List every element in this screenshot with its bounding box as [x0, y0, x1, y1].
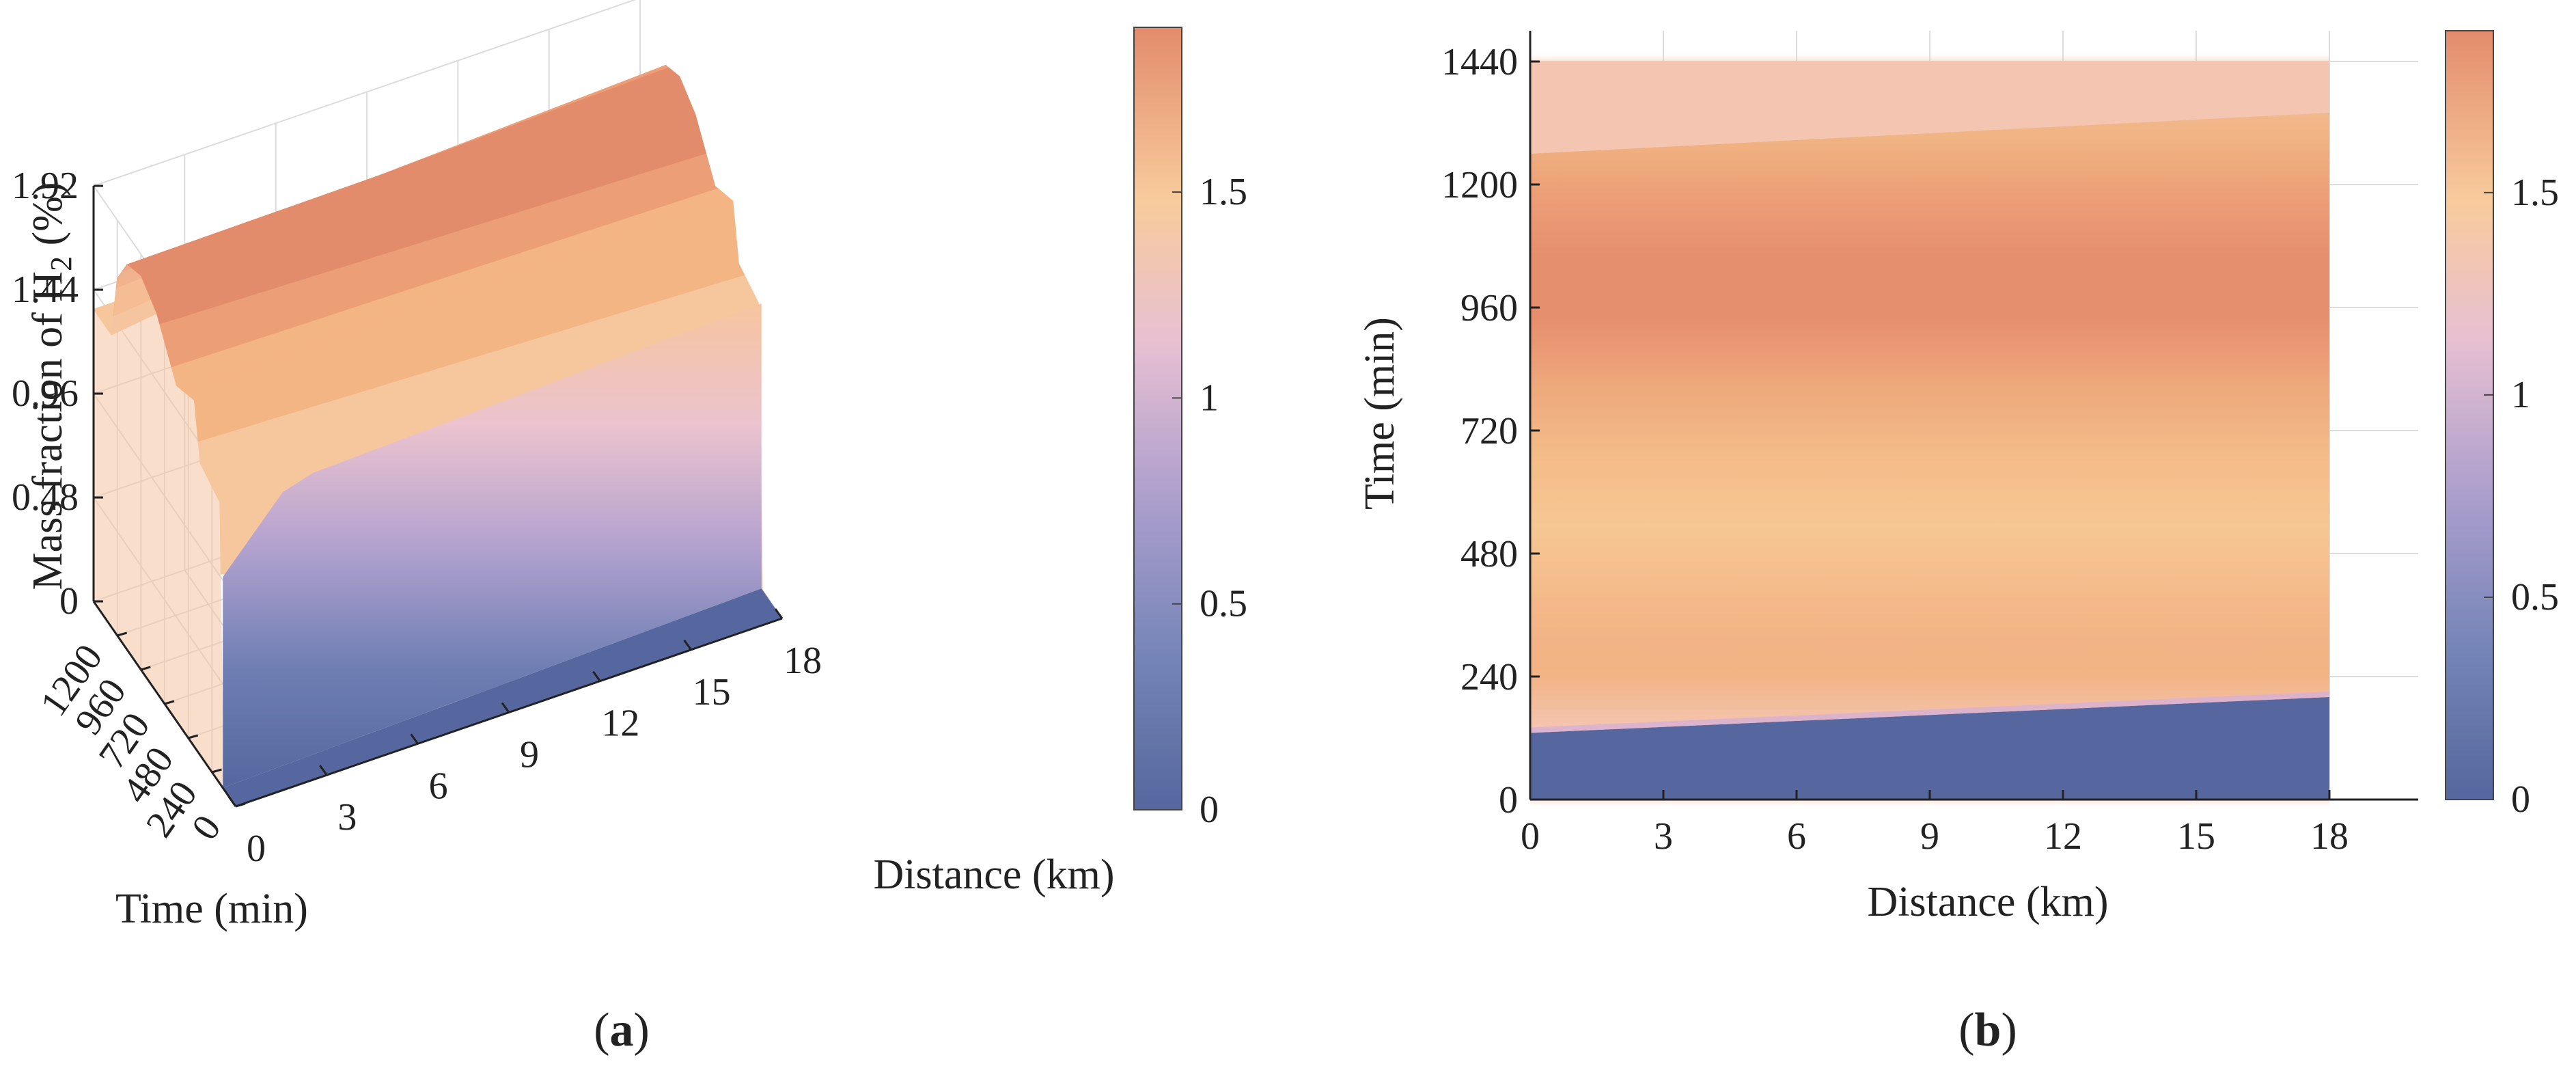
z-tick-label: 0.48 [12, 476, 79, 519]
time-tick [164, 700, 175, 705]
time-tick [117, 631, 128, 637]
surface-colorbar-gradient [1133, 27, 1182, 810]
distance-tick [319, 765, 328, 776]
time-tick [235, 802, 246, 808]
heatmap-colorbar: 0 0.5 1 1.5 [2445, 30, 2559, 821]
distance-tick-label: 12 [601, 703, 639, 745]
surface-x-axis-label: Distance (km) [874, 851, 1115, 898]
z-tick-label: 0 [59, 580, 79, 623]
distance-tick-label: 3 [337, 796, 357, 839]
distance-tick [227, 796, 237, 807]
colorbar-tick-label: 0 [1200, 789, 1219, 831]
z-label-subscript: 2 [44, 256, 78, 271]
distance-tick [774, 608, 784, 619]
distance-tick-label: 15 [693, 671, 731, 713]
heatmap-field [1530, 62, 2329, 800]
surface-colorbar: 0 0.5 1 1.5 [1133, 27, 1247, 831]
heatmap-x-tick-label: 15 [2177, 815, 2215, 858]
surface-x-tick-labels: 0 3 6 9 12 15 18 [227, 608, 822, 870]
heatmap-y-tick-label: 960 [1460, 287, 1518, 329]
surface-colorbar-ticks: 0 0.5 1 1.5 [1172, 171, 1247, 831]
z-label-tail: (%) [25, 182, 71, 256]
heatmap-x-tick-label: 0 [1521, 815, 1540, 858]
heatmap-panel: 0 3 6 9 12 15 18 0 240 480 720 960 1200 1440 Distanc… [1357, 30, 2559, 1056]
h2-surface [93, 64, 782, 806]
panel-a-label: (a) [594, 1004, 650, 1056]
heatmap-x-tick-label: 9 [1920, 815, 1939, 858]
surface-front-curtain [223, 303, 762, 788]
z-tick-label: 0.96 [12, 372, 79, 415]
surface-z-axis-label: Mass fraction of H2 (%) [25, 182, 78, 590]
z-label-main: Mass fraction of H [25, 271, 71, 590]
distance-tick [683, 639, 692, 651]
heatmap-x-tick-label: 18 [2310, 815, 2349, 858]
heatmap-y-tick-labels: 0 240 480 720 960 1200 1440 [1441, 41, 1540, 821]
distance-tick [410, 733, 419, 745]
heatmap-y-tick-label: 480 [1460, 533, 1518, 575]
heatmap-zero-region [1530, 697, 2329, 800]
heatmap-x-tick-labels: 0 3 6 9 12 15 18 [1521, 790, 2349, 858]
heatmap-colorbar-gradient [2445, 30, 2494, 800]
heatmap-y-tick-label: 0 [1499, 779, 1518, 821]
colorbar-tick-label: 0.5 [1200, 583, 1247, 625]
colorbar-tick-label: 0.5 [2511, 576, 2559, 618]
heatmap-y-axis-label: Time (min) [1357, 317, 1403, 510]
time-tick [188, 734, 199, 739]
panel-b-letter: b [1975, 1004, 2002, 1056]
surface-left-wall [94, 264, 223, 788]
heatmap-upper-band [1530, 62, 2329, 154]
heatmap-colorbar-ticks: 0 0.5 1 1.5 [2484, 172, 2559, 821]
distance-tick [592, 670, 601, 682]
distance-tick-label: 18 [784, 640, 822, 682]
heatmap-front-edge [1530, 692, 2329, 733]
heatmap-x-axis-label: Distance (km) [1868, 879, 2109, 925]
distance-tick-label: 6 [429, 765, 448, 807]
heatmap-y-tick-label: 1440 [1441, 41, 1518, 83]
heatmap-y-tick-label: 720 [1460, 410, 1518, 452]
heatmap-x-tick-label: 6 [1787, 815, 1806, 858]
heatmap-axes [1529, 31, 2418, 801]
surface-z-tick-labels: 0 0.48 0.96 1.44 1.92 [12, 165, 103, 623]
distance-tick [501, 702, 510, 713]
colorbar-tick-label: 1.5 [2511, 172, 2559, 214]
colorbar-tick-label: 1 [1200, 377, 1219, 419]
panel-b-label: (b) [1958, 1004, 2017, 1056]
heatmap-y-tick-label: 240 [1460, 656, 1518, 698]
surface-y-axis-label: Time (min) [115, 886, 308, 932]
panel-a-letter: a [610, 1004, 634, 1056]
surface-zero-floor [223, 588, 782, 806]
distance-tick-label: 9 [520, 734, 539, 776]
time-tick [211, 768, 222, 774]
colorbar-tick-label: 0 [2511, 778, 2530, 821]
z-tick-label: 1.44 [12, 269, 79, 311]
time-tick [140, 666, 151, 671]
colorbar-tick-label: 1 [2511, 374, 2530, 416]
heatmap-x-tick-label: 3 [1654, 815, 1673, 858]
colorbar-tick-label: 1.5 [1200, 171, 1247, 213]
z-tick-label: 1.92 [12, 165, 79, 207]
heatmap-x-tick-label: 12 [2044, 815, 2082, 858]
distance-tick-label: 0 [247, 828, 266, 870]
heatmap-image [1530, 62, 2329, 800]
heatmap-y-tick-label: 1200 [1441, 164, 1518, 206]
